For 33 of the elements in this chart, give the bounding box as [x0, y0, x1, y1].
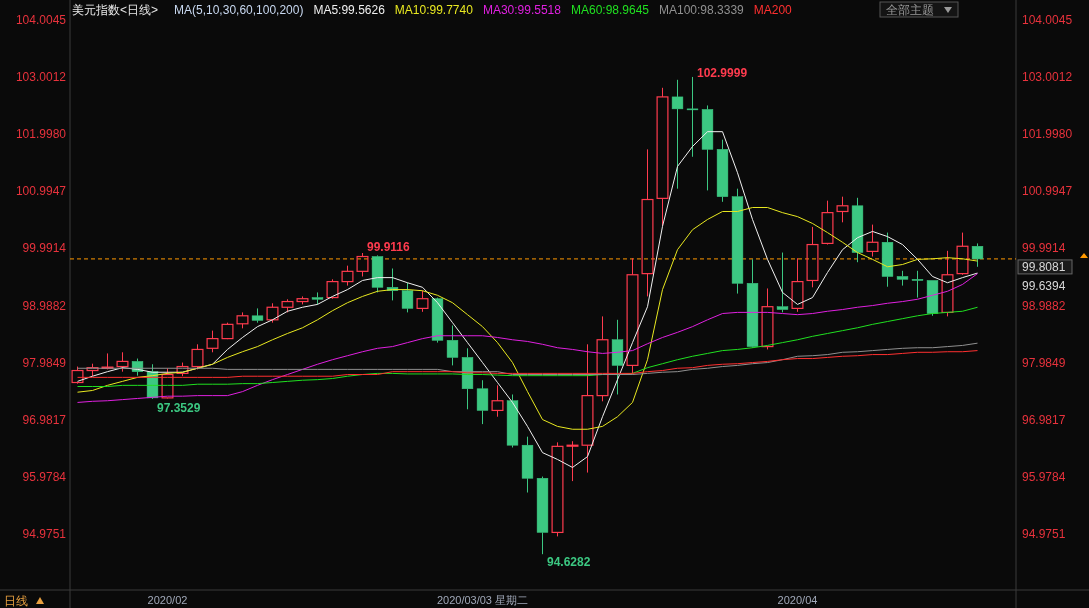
- y-tick-label: 99.9914: [22, 241, 67, 256]
- y2-tick-label: 104.0045: [1022, 12, 1073, 27]
- annotation: 102.9999: [697, 66, 748, 80]
- chart-title: 美元指数<日线>: [72, 3, 159, 17]
- y2-tick-label: 97.9849: [1022, 355, 1066, 370]
- y-tick-label: 97.9849: [22, 355, 67, 370]
- y-tick-label: 95.9784: [22, 470, 67, 485]
- y2-tick-label: 96.9817: [1022, 413, 1066, 428]
- y-tick-label: 101.9980: [15, 127, 67, 142]
- y2-tick-label: 94.9751: [1022, 527, 1066, 542]
- y2-tick-label: 98.9882: [1022, 298, 1066, 313]
- y2-tick-label: 101.9980: [1022, 127, 1073, 142]
- annotation: 全部主题: [886, 3, 934, 17]
- x-tick-label: 2020/03/03 星期二: [436, 594, 529, 606]
- y-tick-label: 103.0012: [15, 69, 67, 84]
- annotation: 94.6282: [547, 555, 591, 569]
- legend: MA(5,10,30,60,100,200) MA5:99.5626 MA10:99.7740 MA30:99.5518 MA60:98.9645 MA100:98.3339 MA200: [174, 3, 792, 17]
- y2-tick-label: 95.9784: [1022, 470, 1066, 485]
- y2-tick-label: 103.0012: [1022, 69, 1073, 84]
- annotation: 99.9116: [367, 240, 411, 254]
- x-tick-label: 2020/02: [147, 594, 188, 606]
- ref-line-label: 99.8081: [1022, 259, 1066, 274]
- x-tick-label: 2020/04: [777, 594, 818, 606]
- y2-tick-label: 100.9947: [1022, 184, 1073, 199]
- text: 99.6394: [1022, 279, 1066, 293]
- y-tick-label: 96.9817: [22, 413, 67, 428]
- text: 日线: [4, 594, 28, 608]
- y-tick-label: 104.0045: [15, 12, 67, 27]
- y2-tick-label: 99.9914: [1022, 241, 1066, 256]
- y-tick-label: 94.9751: [22, 527, 67, 542]
- annotation: 97.3529: [157, 401, 201, 415]
- y-tick-label: 98.9882: [22, 298, 67, 313]
- y-tick-label: 100.9947: [15, 184, 67, 199]
